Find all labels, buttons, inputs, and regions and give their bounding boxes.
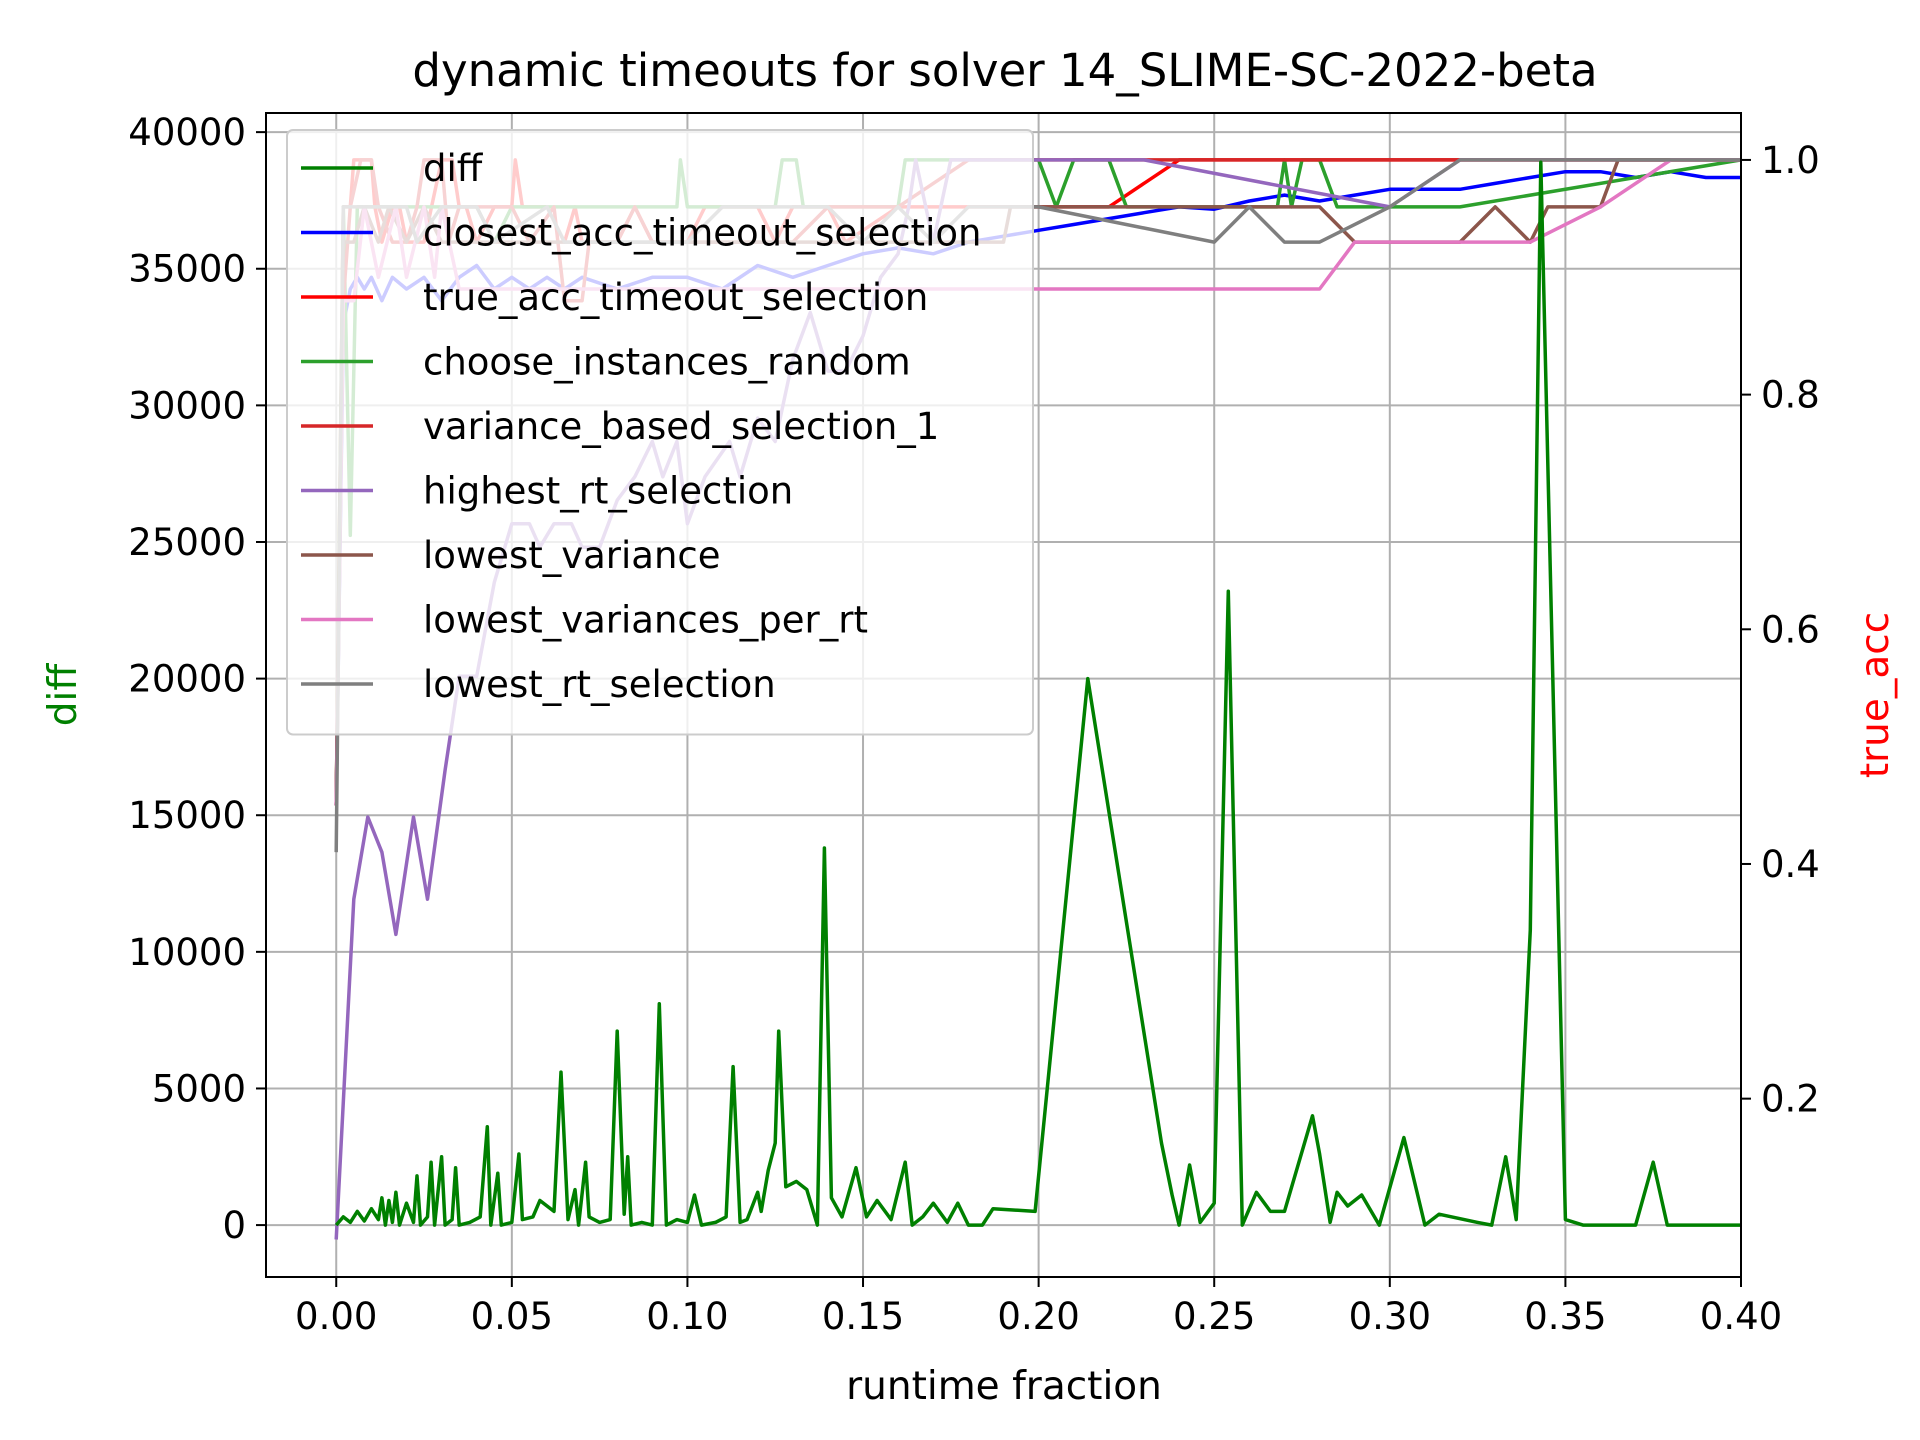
x-tick-label: 0.05: [471, 1295, 553, 1338]
x-tick-label: 0.20: [997, 1295, 1079, 1338]
y-tick-label: 15000: [128, 794, 246, 837]
legend-label: lowest_variances_per_rt: [423, 599, 868, 642]
legend-label: choose_instances_random: [423, 341, 911, 384]
y2-tick-label: 1.0: [1761, 139, 1820, 182]
y-tick-label: 10000: [128, 931, 246, 974]
legend-label: closest_acc_timeout_selection: [423, 212, 981, 255]
x-tick-label: 0.30: [1349, 1295, 1431, 1338]
plot-area-frame: [265, 112, 1742, 1278]
legend-label: lowest_variance: [423, 534, 721, 577]
y-tick-label: 25000: [128, 521, 246, 564]
y2-tick-label: 0.6: [1761, 608, 1820, 651]
x-axis-ticks: 0.00 0.05 0.10 0.15 0.20 0.25 0.30 0.35 0.40: [295, 1277, 1782, 1338]
y-tick-label: 40000: [128, 111, 246, 154]
x-axis-label: runtime fraction: [846, 1364, 1162, 1409]
legend-label: lowest_rt_selection: [423, 663, 776, 706]
legend-box: [286, 129, 1034, 736]
y2-axis-label: true_acc: [1853, 612, 1898, 778]
y2-axis-ticks: 0.2 0.4 0.6 0.8 1.0: [1741, 139, 1820, 1121]
y-tick-label: 0: [222, 1204, 246, 1247]
x-tick-label: 0.25: [1173, 1295, 1255, 1338]
y2-tick-label: 0.8: [1761, 374, 1820, 417]
chart-title: dynamic timeouts for solver 14_SLIME-SC-…: [412, 44, 1597, 97]
legend-label: variance_based_selection_1: [423, 405, 939, 448]
legend-label: true_acc_timeout_selection: [423, 276, 928, 319]
y2-tick-label: 0.4: [1761, 843, 1820, 886]
y-axis-ticks: 0 5000 10000 15000 20000 25000 30000 35000 40000: [128, 111, 266, 1247]
x-tick-label: 0.10: [646, 1295, 728, 1338]
y-axis-label: diff: [41, 663, 86, 727]
y-tick-label: 20000: [128, 658, 246, 701]
legend-label: highest_rt_selection: [423, 470, 793, 513]
y-tick-label: 5000: [152, 1067, 246, 1110]
x-tick-label: 0.15: [822, 1295, 904, 1338]
y-tick-label: 35000: [128, 248, 246, 291]
legend: diff closest_acc_timeout_selection true_ac…: [286, 129, 1034, 736]
y-tick-label: 30000: [128, 384, 246, 427]
legend-label: diff: [423, 147, 484, 190]
y2-tick-label: 0.2: [1761, 1078, 1820, 1121]
x-tick-label: 0.35: [1524, 1295, 1606, 1338]
series-line-diff: [334, 160, 1741, 1227]
x-tick-label: 0.40: [1700, 1295, 1782, 1338]
x-tick-label: 0.00: [295, 1295, 377, 1338]
